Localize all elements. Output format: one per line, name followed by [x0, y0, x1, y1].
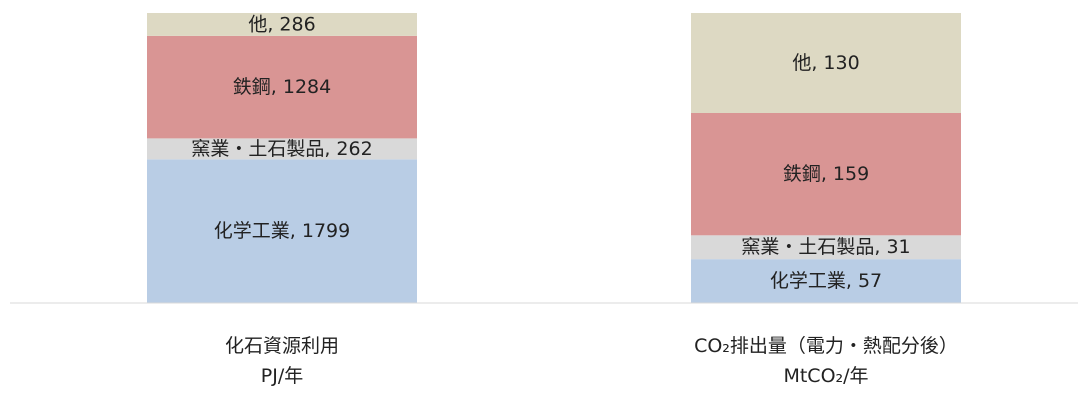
category-0-label-line2: PJ/年 — [261, 365, 303, 387]
category-1-label-line1: CO₂排出量（電力・熱配分後） — [694, 335, 958, 357]
bar-1-segment-2-label: 鉄鋼, 159 — [783, 163, 869, 185]
bars-layer: 化学工業, 1799 窯業・土石製品, 262 鉄鋼, 1284 他, 286 化学工業… — [147, 13, 961, 303]
bar-0-segment-1-label: 窯業・土石製品, 262 — [191, 138, 372, 160]
bar-0-segment-3 — [147, 13, 417, 36]
bar-1-segment-3-label: 他, 130 — [792, 52, 859, 74]
bar-1-segment-1-label: 窯業・土石製品, 31 — [741, 236, 910, 258]
bar-0-segment-3-label: 他, 286 — [248, 13, 315, 35]
bar-0-segment-0-label: 化学工業, 1799 — [214, 220, 350, 242]
bar-1-segment-0 — [691, 259, 961, 303]
bar-0-segment-1 — [147, 138, 417, 160]
bar-0-segment-2-label: 鉄鋼, 1284 — [233, 76, 331, 98]
category-1-label-line2: MtCO₂/年 — [783, 365, 868, 387]
category-labels-layer: 化石資源利用 PJ/年 CO₂排出量（電力・熱配分後） MtCO₂/年 — [225, 335, 958, 387]
category-0-label-line1: 化石資源利用 — [225, 335, 339, 357]
bar-1-segment-0-label: 化学工業, 57 — [770, 270, 882, 292]
bar-1-segment-3 — [691, 13, 961, 113]
bar-1-segment-1 — [691, 235, 961, 260]
bar-1-segment-2 — [691, 113, 961, 236]
bar-0-segment-2 — [147, 35, 417, 139]
bar-0-segment-0 — [147, 159, 417, 303]
